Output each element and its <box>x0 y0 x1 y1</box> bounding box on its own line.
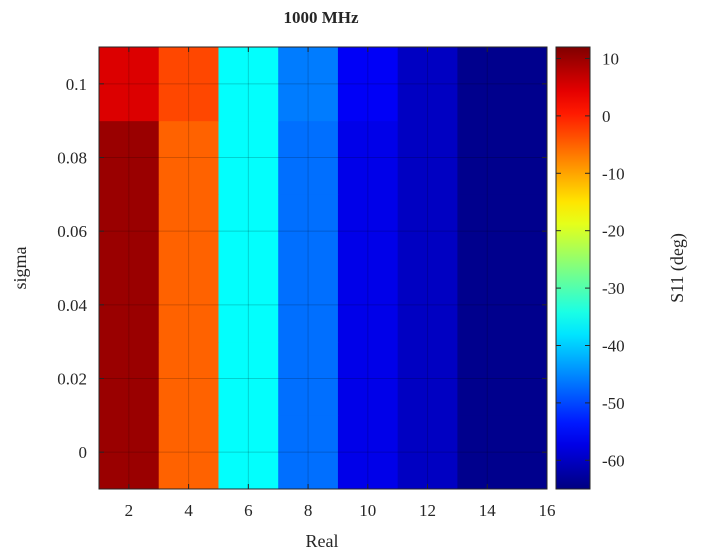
heatmap-cell <box>278 268 339 343</box>
heatmap-cell <box>337 47 399 122</box>
heatmap-cell <box>158 415 219 490</box>
heatmap-cell <box>457 268 548 343</box>
heatmap-cell <box>99 194 160 269</box>
colorbar-tick-label: -20 <box>602 222 625 241</box>
heatmap-cell <box>278 341 339 416</box>
heatmap-cell <box>158 268 219 343</box>
heatmap-cell <box>218 47 279 122</box>
heatmap-cell <box>99 47 160 122</box>
heatmap-cell <box>278 194 339 269</box>
chart-title: 1000 MHz <box>283 8 359 27</box>
heatmap-cells <box>99 47 548 490</box>
heatmap-cell <box>158 194 219 269</box>
heatmap-cell <box>337 341 399 416</box>
heatmap-cell <box>99 120 160 195</box>
heatmap-cell <box>158 341 219 416</box>
heatmap-cell <box>99 415 160 490</box>
colorbar-tick-label: 0 <box>602 107 611 126</box>
heatmap-cell <box>397 47 458 122</box>
heatmap-cell <box>457 47 548 122</box>
heatmap-cell <box>457 341 548 416</box>
plot-frame <box>98 46 548 490</box>
x-tick-label: 16 <box>539 501 556 520</box>
heatmap-cell <box>397 268 458 343</box>
heatmap-cell <box>278 47 339 122</box>
y-tick-label: 0.1 <box>66 75 87 94</box>
heatmap-cell <box>158 47 219 122</box>
heatmap-cell <box>337 120 399 195</box>
heatmap-cell <box>337 415 399 490</box>
x-tick-label: 6 <box>244 501 253 520</box>
heatmap-cell <box>218 268 279 343</box>
colorbar-tick-label: -60 <box>602 451 625 470</box>
y-tick-label: 0 <box>79 443 88 462</box>
heatmap-cell <box>99 268 160 343</box>
colorbar-label: S11 (deg) <box>667 233 688 303</box>
heatmap-cell <box>218 194 279 269</box>
heatmap-cell <box>99 341 160 416</box>
y-tick-label: 0.08 <box>57 149 87 168</box>
colorbar-tick-label: -30 <box>602 279 625 298</box>
colorbar-ticks: 10 0 -10 -20 -30 -40 -50 -60 <box>556 49 625 470</box>
y-axis-label: sigma <box>10 246 30 289</box>
colorbar-tick-label: 10 <box>602 49 619 68</box>
colorbar-tick-label: -40 <box>602 336 625 355</box>
colorbar <box>556 47 590 489</box>
grid-lines <box>99 47 547 489</box>
heatmap-cell <box>457 120 548 195</box>
heatmap-cell <box>218 341 279 416</box>
heatmap-cell <box>218 415 279 490</box>
heatmap-cell <box>158 120 219 195</box>
heatmap-cell <box>278 120 339 195</box>
heatmap-cell <box>457 194 548 269</box>
heatmap-cell <box>397 120 458 195</box>
heatmap-cell <box>397 341 458 416</box>
y-tick-label: 0.02 <box>57 370 87 389</box>
heatmap-cell <box>397 415 458 490</box>
heatmap-cell <box>218 120 279 195</box>
colorbar-tick-label: -50 <box>602 394 625 413</box>
colorbar-frame <box>555 46 591 490</box>
x-tick-label: 14 <box>479 501 497 520</box>
x-axis-ticks: 2 4 6 8 10 12 14 16 <box>125 47 556 520</box>
heatmap-cell <box>397 194 458 269</box>
heatmap-cell <box>457 415 548 490</box>
heatmap-cell <box>278 415 339 490</box>
y-tick-label: 0.06 <box>57 222 87 241</box>
x-axis-label: Real <box>306 531 339 549</box>
y-tick-label: 0.04 <box>57 296 87 315</box>
colorbar-gradient <box>556 47 590 489</box>
colorbar-tick-label: -10 <box>602 164 625 183</box>
heatmap-cell <box>337 194 399 269</box>
y-axis-ticks: 0 0.02 0.04 0.06 0.08 0.1 <box>57 75 547 462</box>
x-tick-label: 8 <box>304 501 313 520</box>
x-tick-label: 12 <box>419 501 436 520</box>
heatmap-cell <box>337 268 399 343</box>
x-tick-label: 4 <box>184 501 193 520</box>
x-tick-label: 10 <box>359 501 376 520</box>
x-tick-label: 2 <box>125 501 134 520</box>
